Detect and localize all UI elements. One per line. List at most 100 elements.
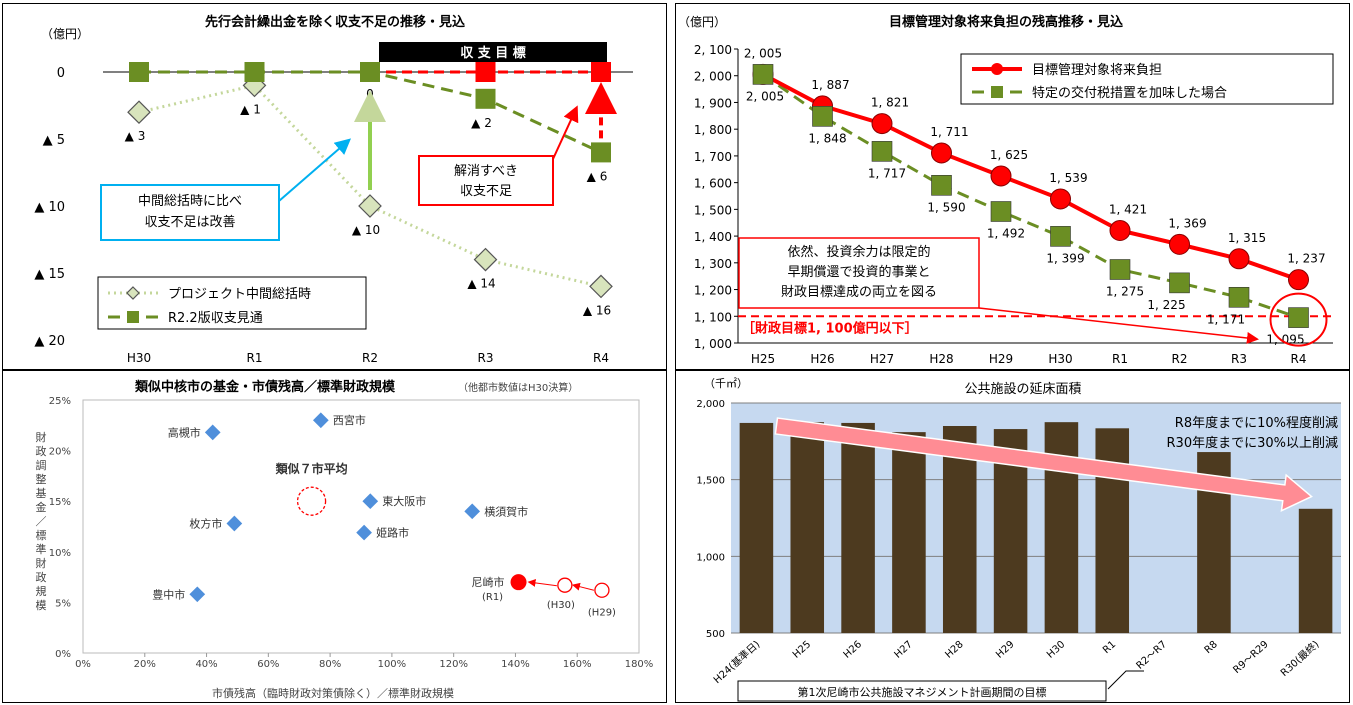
target-highlight-circle <box>1269 292 1328 347</box>
y-tick-label: 2, 000 <box>694 70 732 84</box>
series-target-point <box>1288 269 1309 291</box>
series-midterm-point <box>358 194 382 218</box>
amagasaki-r1-label: (R1) <box>482 592 503 603</box>
city-label: 姫路市 <box>376 526 409 540</box>
amagasaki-trend-arrow <box>571 582 595 591</box>
panel-facility-chart: 公共施設の延床面積 （千㎡） 500 1,000 1,500 2,000 H24(基準日) H… <box>675 370 1350 703</box>
series-target-label: 2, 005 <box>744 46 782 60</box>
series-r22-label: ▲ 2 <box>471 116 492 130</box>
y-tick-label: 10% <box>49 548 71 559</box>
legend-box <box>97 276 367 330</box>
x-tick-label: H25 <box>751 352 775 366</box>
legend-target-label: 目標管理対象将来負担 <box>1032 63 1162 78</box>
x-tick-label: H26 <box>842 639 864 661</box>
series-target-label: 1, 421 <box>1109 202 1147 216</box>
note-box <box>738 237 980 309</box>
x-tick-label: 40% <box>195 659 217 670</box>
city-label: 東大阪市 <box>382 494 426 508</box>
city-point <box>356 524 372 541</box>
series-adjusted-label: 1, 717 <box>868 166 906 180</box>
x-tick-label: H25 <box>791 639 813 661</box>
x-tick-label: R1 <box>1112 352 1128 366</box>
y-tick-label: 1, 900 <box>694 96 732 110</box>
series-r22-point <box>360 62 380 82</box>
callout-resolve-text: 解消すべき <box>454 164 518 179</box>
series-adjusted-label: 1, 275 <box>1106 285 1144 299</box>
y-tick-label: 1, 300 <box>694 257 732 271</box>
y-tick-label: 0% <box>55 649 71 660</box>
callout-resolve-arrow <box>552 105 579 160</box>
y-tick-label: 1, 500 <box>694 203 732 217</box>
y-axis-label-char: 財 <box>36 556 47 570</box>
series-target-label: 1, 369 <box>1168 216 1206 230</box>
series-target-label: 1, 625 <box>990 148 1028 162</box>
target-marker <box>591 62 611 82</box>
goal-text: R30年度までに30%以上削減 <box>1167 435 1338 451</box>
y-axis-label-char: 準 <box>36 542 47 556</box>
series-adjusted-label: 2, 005 <box>746 89 784 103</box>
x-tick-label: R2 <box>362 351 378 365</box>
series-target-label: 1, 887 <box>811 78 849 92</box>
target-marker <box>475 62 496 82</box>
legend-r22-label: R2.2版収支見通 <box>168 311 263 326</box>
y-tick-label: ▲ 5 <box>43 133 65 148</box>
panel-deficit-chart: 先行会計繰出金を除く収支不足の推移・見込 （億円） 0 ▲ 5 ▲ 10 ▲ 15 ▲ 20… <box>2 3 667 370</box>
series-target-label: 1, 539 <box>1049 171 1087 185</box>
deficit-chart: 先行会計繰出金を除く収支不足の推移・見込 （億円） 0 ▲ 5 ▲ 10 ▲ 15 ▲ 20… <box>34 14 633 365</box>
chart-title: 先行会計繰出金を除く収支不足の推移・見込 <box>205 14 466 30</box>
facility-chart: 公共施設の延床面積 （千㎡） 500 1,000 1,500 2,000 H24(基準日) H… <box>696 377 1341 702</box>
series-midterm-point <box>589 274 613 299</box>
callout-resolve-text: 収支不足 <box>460 184 512 199</box>
goal-text: R8年度までに10%程度削減 <box>1175 415 1338 431</box>
y-axis-label-char: 標 <box>36 528 47 542</box>
y-axis-label-char: 金 <box>36 500 47 514</box>
callout-improve-text: 収支不足は改善 <box>144 214 235 230</box>
y-tick-label: ▲ 20 <box>34 334 65 349</box>
series-midterm-point <box>127 100 151 125</box>
x-axis-label: 市債残高（臨時財政対策債除く）／標準財政規模 <box>212 686 454 700</box>
series-target-point <box>1169 233 1190 255</box>
x-tick-label: H30 <box>1048 352 1072 366</box>
amagasaki-h30-label: (H30) <box>547 600 575 611</box>
city-label: 横須賀市 <box>484 504 528 518</box>
legend-adjusted-label: 特定の交付税措置を加味した場合 <box>1032 85 1227 101</box>
x-tick-label: R1 <box>1101 639 1118 656</box>
series-r22-label: ▲ 6 <box>587 169 608 183</box>
series-adjusted-point <box>1228 286 1250 308</box>
x-tick-label: H30 <box>127 351 151 365</box>
y-axis-label-char: 基 <box>36 487 47 500</box>
target-banner-label: 収 支 目 標 <box>460 45 526 61</box>
x-tick-label: H27 <box>893 639 915 661</box>
y-tick-label: 1, 200 <box>694 284 732 298</box>
y-axis-label-char: ／ <box>36 515 47 528</box>
city-point <box>226 515 243 532</box>
series-adjusted-point <box>990 201 1012 222</box>
x-tick-label: 60% <box>257 659 279 670</box>
average-label: 類似７市平均 <box>275 461 348 476</box>
y-tick-label: 1,000 <box>696 552 725 563</box>
callout-improve-arrow <box>278 138 352 202</box>
city-label: 豊中市 <box>152 587 185 601</box>
series-midterm-label: ▲ 14 <box>467 277 495 291</box>
series-midterm-label: ▲ 3 <box>125 129 146 143</box>
city-point <box>189 586 206 603</box>
y-tick-label: 2, 100 <box>694 43 732 57</box>
series-r22-point <box>129 62 149 82</box>
amagasaki-h29-point <box>594 582 610 598</box>
y-axis-label-char: 調 <box>36 458 47 472</box>
amagasaki-trend-arrow <box>527 578 557 587</box>
y-axis-label-char: 模 <box>36 599 47 612</box>
series-adjusted-label: 1, 399 <box>1046 251 1084 265</box>
x-tick-label: R9～R29 <box>1231 639 1270 676</box>
series-adjusted-label: 1, 225 <box>1147 298 1185 312</box>
x-tick-label: 20% <box>134 659 156 670</box>
series-adjusted-point <box>871 141 893 162</box>
series-midterm-label: ▲ 16 <box>583 303 611 317</box>
chart-title: 類似中核市の基金・市債残高／標準財政規模 <box>134 379 396 395</box>
x-tick-label: 180% <box>625 659 654 670</box>
x-tick-label: R30(最終) <box>1278 638 1322 679</box>
note-text: 早期償還で投資的事業と <box>787 264 930 280</box>
x-tick-label: 140% <box>501 659 530 670</box>
y-tick-label: ▲ 15 <box>34 267 65 282</box>
footnote-box <box>737 680 1107 702</box>
